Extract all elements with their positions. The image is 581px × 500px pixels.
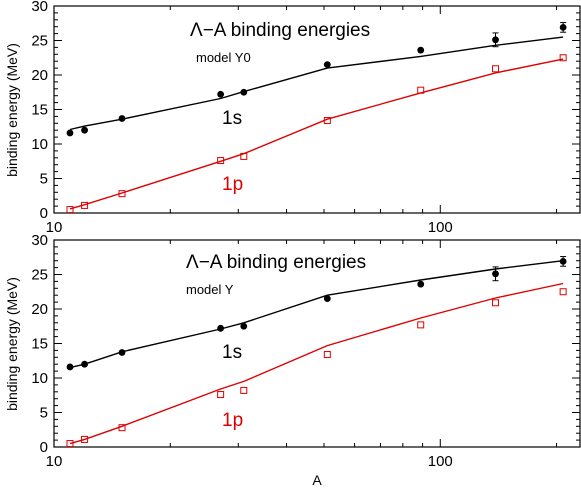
yticks-bottom: 0 5 10 15 20 25 30	[31, 232, 580, 456]
x-tick-label: 10	[46, 219, 63, 236]
data-point-1s	[118, 115, 126, 122]
y-tick-label: 0	[40, 205, 48, 222]
y-tick-label: 20	[31, 67, 48, 84]
data-point-1p	[323, 351, 331, 359]
data-point-1p	[559, 288, 567, 296]
y-tick-label: 15	[31, 336, 48, 353]
y-tick-label: 20	[31, 301, 48, 318]
data-point-1s	[81, 360, 88, 368]
x-tick-label: 100	[428, 453, 453, 470]
y-tick-label: 5	[40, 405, 48, 422]
model-line-1p	[69, 282, 564, 445]
x-tick-label: 100	[428, 219, 453, 236]
data-point-1p	[66, 440, 74, 448]
series-label-1s: 1s	[222, 342, 242, 363]
data-point-1p	[240, 386, 248, 394]
data-point-1s	[240, 322, 248, 330]
data-point-1s	[417, 280, 425, 288]
x-tick-label: 10	[46, 453, 63, 470]
chart-title-bottom: Λ−A binding energies	[186, 252, 366, 273]
series-top: 1s 1p	[66, 22, 567, 214]
data-point-1p	[492, 299, 500, 307]
chart-subtitle-top: model Y0	[196, 50, 251, 65]
yticks-top: 0 5 10 15 20 25 30	[31, 0, 580, 222]
data-point-1p	[417, 86, 425, 94]
data-point-1p	[81, 201, 89, 209]
y-tick-label: 30	[31, 232, 48, 249]
y-tick-label: 0	[40, 439, 48, 456]
y-tick-label: 25	[31, 267, 48, 284]
data-point-1s	[492, 270, 499, 278]
data-point-1s	[323, 61, 331, 69]
xticks-top: 10 100	[46, 6, 558, 236]
panel-top: 0 5 10 15 20 25 30 10 100 1s 1p Λ−A binding ener…	[4, 0, 581, 236]
data-point-1p	[118, 190, 126, 198]
data-point-1p	[417, 321, 425, 329]
model-line-1p	[69, 58, 564, 210]
data-point-1s	[118, 349, 126, 356]
data-point-1s	[81, 126, 88, 134]
y-tick-label: 10	[31, 370, 48, 387]
y-tick-label: 5	[40, 171, 48, 188]
data-point-1p	[323, 117, 331, 125]
y-axis-label-bottom: binding energy (MeV)	[4, 277, 20, 411]
data-point-1p	[559, 54, 567, 62]
data-point-1s	[417, 46, 425, 54]
data-point-1s	[559, 23, 567, 31]
chart-title-top: Λ−A binding energies	[190, 20, 370, 41]
data-point-1p	[81, 435, 89, 443]
data-point-1s	[66, 129, 74, 137]
data-point-1p	[217, 157, 225, 165]
series-bottom: 1s 1p	[66, 256, 567, 448]
series-label-1p: 1p	[222, 410, 243, 431]
data-point-1s	[66, 363, 74, 371]
y-axis-label-top: binding energy (MeV)	[4, 43, 20, 177]
data-point-1p	[492, 65, 500, 73]
xticks-bottom: 10 100	[46, 240, 558, 470]
panel-bottom: 0 5 10 15 20 25 30 10 100 1s 1p Λ−A binding ener…	[4, 232, 581, 488]
data-point-1s	[323, 295, 331, 303]
y-tick-label: 10	[31, 136, 48, 153]
y-tick-label: 25	[31, 33, 48, 50]
series-label-1s: 1s	[222, 108, 242, 129]
y-tick-label: 15	[31, 102, 48, 119]
data-point-1s	[217, 324, 225, 332]
data-point-1p	[240, 152, 248, 160]
data-point-1s	[492, 36, 499, 44]
x-axis-label-bottom: A	[312, 472, 322, 488]
data-point-1p	[118, 424, 126, 432]
chart-subtitle-bottom: model Y	[186, 282, 234, 297]
data-point-1s	[240, 88, 248, 96]
data-point-1p	[217, 391, 225, 399]
data-point-1p	[66, 206, 74, 214]
model-line-1s	[69, 36, 564, 131]
series-label-1p: 1p	[222, 174, 243, 195]
data-point-1s	[217, 90, 225, 98]
data-point-1s	[559, 257, 567, 265]
y-tick-label: 30	[31, 0, 48, 15]
model-line-1s	[69, 260, 564, 369]
